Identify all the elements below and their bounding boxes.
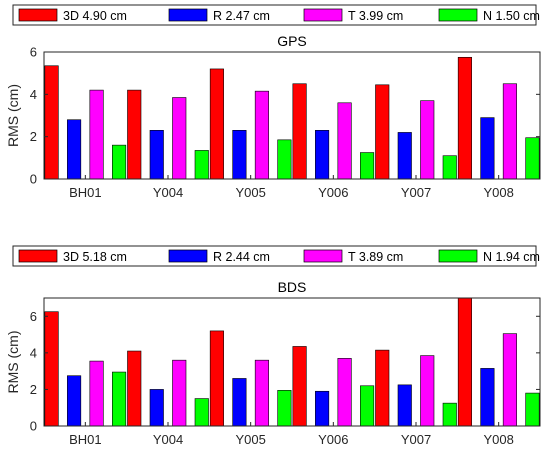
bar bbox=[360, 152, 375, 180]
legend: 3D 5.18 cm R 2.44 cm T 3.89 cm N 1.94 cm bbox=[12, 245, 540, 267]
legend-swatch bbox=[18, 249, 58, 263]
legend-swatch bbox=[438, 8, 478, 22]
legend-swatch bbox=[303, 8, 343, 22]
x-tick-label: Y007 bbox=[401, 185, 431, 200]
bar bbox=[44, 311, 59, 427]
bar bbox=[337, 358, 352, 427]
bar bbox=[525, 392, 540, 427]
y-tick-label: 0 bbox=[30, 419, 37, 434]
bar bbox=[127, 89, 142, 180]
bar bbox=[397, 132, 412, 180]
legend-entry: N 1.50 cm bbox=[483, 9, 540, 23]
axes-frame bbox=[43, 51, 541, 180]
bar bbox=[149, 130, 164, 180]
bar bbox=[194, 150, 209, 180]
legend-entry: T 3.89 cm bbox=[348, 250, 403, 264]
x-tick-label: Y005 bbox=[235, 432, 265, 447]
bar bbox=[89, 89, 104, 180]
plot-area bbox=[44, 298, 540, 426]
bar bbox=[375, 84, 390, 180]
bar bbox=[360, 385, 375, 427]
y-tick-label: 6 bbox=[30, 45, 37, 60]
bar bbox=[292, 346, 307, 427]
bar bbox=[194, 398, 209, 427]
x-tick-label: BH01 bbox=[69, 185, 102, 200]
x-tick-label: Y004 bbox=[153, 185, 183, 200]
bar bbox=[44, 65, 59, 180]
legend-swatch bbox=[303, 249, 343, 263]
bar bbox=[375, 349, 390, 427]
chart-title: BDS bbox=[278, 279, 307, 295]
chart-title: GPS bbox=[277, 33, 307, 49]
bar bbox=[232, 378, 247, 427]
legend-entry: 3D 5.18 cm bbox=[63, 250, 127, 264]
bar bbox=[254, 359, 269, 427]
legend-box bbox=[12, 245, 537, 267]
legend-swatch bbox=[18, 8, 58, 22]
bar bbox=[127, 350, 142, 427]
bar bbox=[209, 330, 224, 427]
bar bbox=[67, 375, 82, 427]
legend-entry: N 1.94 cm bbox=[483, 250, 540, 264]
legend-box bbox=[12, 4, 537, 26]
y-tick-label: 2 bbox=[30, 129, 37, 144]
bar bbox=[397, 384, 412, 427]
bar bbox=[337, 102, 352, 180]
x-tick-label: Y004 bbox=[153, 432, 183, 447]
bar bbox=[315, 130, 330, 180]
chart-panel-bds: 3D 5.18 cm R 2.44 cm T 3.89 cm N 1.94 cm BDS… bbox=[5, 245, 541, 447]
bar bbox=[502, 333, 517, 427]
chart-panel-gps: 3D 4.90 cm R 2.47 cm T 3.99 cm N 1.50 cm GPS… bbox=[5, 4, 541, 200]
legend-swatch bbox=[168, 8, 208, 22]
bar bbox=[89, 360, 104, 427]
x-tick-label: Y006 bbox=[318, 432, 348, 447]
plot-area bbox=[44, 52, 540, 179]
bar bbox=[420, 355, 435, 427]
bar bbox=[277, 390, 292, 427]
y-tick-label: 0 bbox=[30, 172, 37, 187]
bar bbox=[442, 155, 457, 180]
bar bbox=[172, 97, 187, 180]
bar bbox=[67, 119, 82, 180]
bar bbox=[232, 130, 247, 180]
bar bbox=[172, 359, 187, 427]
x-tick-label: Y008 bbox=[483, 185, 513, 200]
bar bbox=[149, 389, 164, 427]
x-tick-label: Y008 bbox=[483, 432, 513, 447]
x-tick-label: Y007 bbox=[401, 432, 431, 447]
y-axis-label: RMS (cm) bbox=[5, 84, 21, 147]
bar bbox=[254, 90, 269, 180]
bar bbox=[112, 144, 127, 180]
legend-swatch bbox=[168, 249, 208, 263]
legend: 3D 4.90 cm R 2.47 cm T 3.99 cm N 1.50 cm bbox=[12, 4, 540, 26]
y-tick-label: 4 bbox=[30, 345, 37, 360]
bar bbox=[292, 83, 307, 180]
legend-entry: T 3.99 cm bbox=[348, 9, 403, 23]
bar bbox=[457, 297, 472, 427]
bar bbox=[420, 100, 435, 180]
bar bbox=[480, 368, 495, 427]
x-tick-label: BH01 bbox=[69, 432, 102, 447]
bar bbox=[209, 68, 224, 180]
y-tick-label: 6 bbox=[30, 309, 37, 324]
legend-swatch bbox=[438, 249, 478, 263]
axes-frame bbox=[43, 297, 541, 427]
x-tick-label: Y005 bbox=[235, 185, 265, 200]
legend-entry: 3D 4.90 cm bbox=[63, 9, 127, 23]
x-tick-label: Y006 bbox=[318, 185, 348, 200]
bar bbox=[480, 117, 495, 180]
legend-entry: R 2.44 cm bbox=[213, 250, 270, 264]
y-tick-label: 2 bbox=[30, 382, 37, 397]
bar bbox=[442, 402, 457, 427]
bar bbox=[112, 371, 127, 427]
y-tick-label: 4 bbox=[30, 87, 37, 102]
bar bbox=[315, 390, 330, 427]
bar bbox=[502, 83, 517, 180]
bar bbox=[277, 139, 292, 180]
bar bbox=[457, 56, 472, 180]
legend-entry: R 2.47 cm bbox=[213, 9, 270, 23]
y-axis-label: RMS (cm) bbox=[5, 331, 21, 394]
bar bbox=[525, 137, 540, 180]
